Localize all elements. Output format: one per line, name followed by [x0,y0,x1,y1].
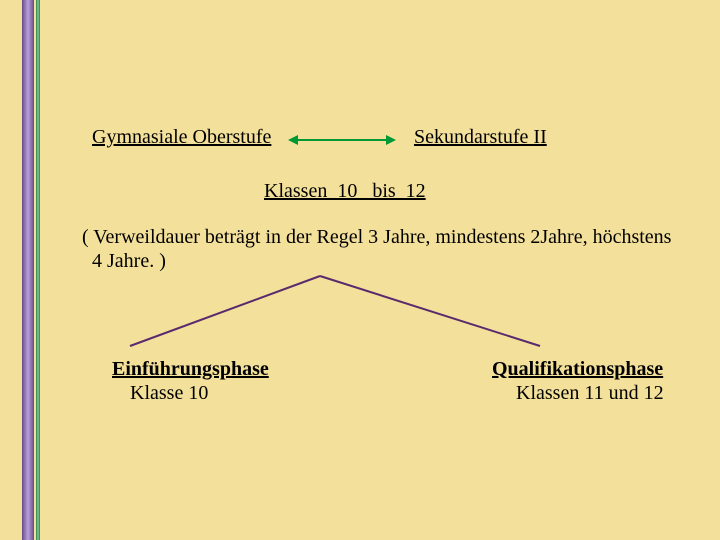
phase-right-sub: Klassen 11 und 12 [516,382,664,405]
phase-left-title: Einführungsphase [112,358,269,381]
note-line-1: ( Verweildauer beträgt in der Regel 3 Ja… [82,226,671,249]
heading-klassen: Klassen 10 bis 12 [264,180,426,203]
slide-content: Gymnasiale Oberstufe Sekundarstufe II Kl… [0,0,720,540]
heading-sekundarstufe: Sekundarstufe II [414,126,547,149]
heading-gymnasiale-oberstufe: Gymnasiale Oberstufe [92,126,271,149]
phase-left-sub: Klasse 10 [130,382,208,405]
note-line-2: 4 Jahre. ) [82,250,166,273]
phase-right-title: Qualifikationsphase [492,358,663,381]
